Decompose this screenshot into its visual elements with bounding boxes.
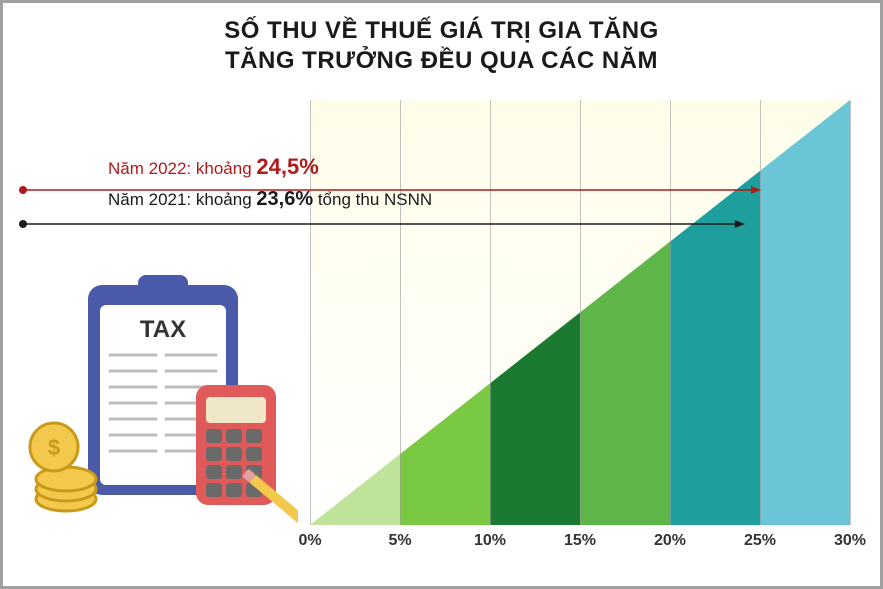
gridline [670, 100, 671, 525]
gridline [400, 100, 401, 525]
tax-illustration: TAX $ [28, 275, 298, 545]
gridline [760, 100, 761, 525]
x-axis-label: 10% [474, 532, 506, 550]
x-axis-label: 0% [298, 532, 321, 550]
gridline [580, 100, 581, 525]
x-axis-label: 30% [834, 532, 866, 550]
x-axis-label: 15% [564, 532, 596, 550]
annotation-prefix: Năm 2022: khoảng [108, 159, 256, 178]
chart-segment [580, 242, 670, 525]
tax-label: TAX [140, 316, 186, 343]
annotation-text: Năm 2022: khoảng 24,5% [108, 154, 319, 180]
chart-segment [670, 171, 760, 525]
annotation-suffix: tổng thu NSNN [313, 190, 432, 209]
title-line-1: SỐ THU VỀ THUẾ GIÁ TRỊ GIA TĂNG [0, 16, 883, 46]
chart-segment [310, 454, 400, 525]
annotation-prefix: Năm 2021: khoảng [108, 190, 256, 209]
x-axis-label: 20% [654, 532, 686, 550]
chart-area [310, 100, 850, 525]
annotation-pct: 23,6% [256, 188, 313, 210]
annotation-pct: 24,5% [256, 154, 318, 179]
x-axis-label: 5% [388, 532, 411, 550]
gridline [850, 100, 851, 525]
chart-segment [400, 383, 490, 525]
gridline [490, 100, 491, 525]
chart-segment [760, 100, 850, 525]
chart-title: SỐ THU VỀ THUẾ GIÁ TRỊ GIA TĂNG TĂNG TRƯ… [0, 16, 883, 76]
chart-x-labels: 0%5%10%15%20%25%30% [310, 532, 850, 562]
x-axis-label: 25% [744, 532, 776, 550]
svg-text:$: $ [48, 435, 60, 460]
title-line-2: TĂNG TRƯỞNG ĐỀU QUA CÁC NĂM [0, 46, 883, 76]
annotation-text: Năm 2021: khoảng 23,6% tổng thu NSNN [108, 188, 432, 211]
chart-segment [490, 313, 580, 526]
